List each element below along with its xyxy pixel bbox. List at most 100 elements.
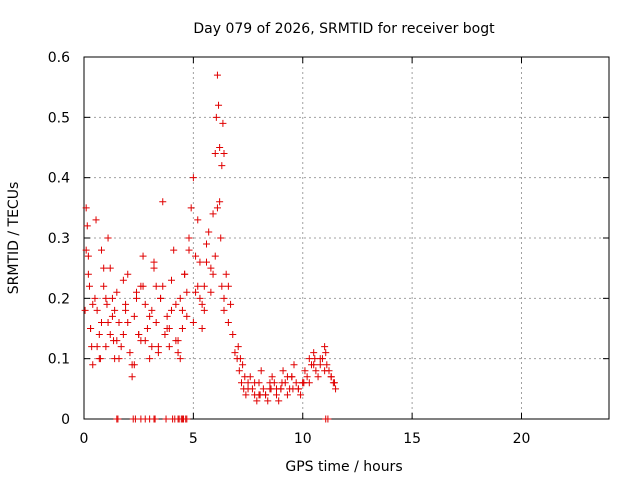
data-point	[196, 258, 204, 266]
data-points	[81, 71, 340, 423]
data-point	[93, 306, 101, 314]
y-axis-label: SRMTID / TECUs	[6, 182, 22, 295]
data-point	[185, 234, 193, 242]
chart-title: Day 079 of 2026, SRMTID for receiver bog…	[193, 21, 495, 37]
data-point	[310, 349, 318, 357]
data-point	[135, 331, 143, 339]
data-point	[216, 144, 224, 151]
data-point	[108, 294, 116, 302]
data-point	[241, 373, 249, 381]
data-point	[332, 385, 340, 393]
data-point	[117, 343, 125, 351]
data-point	[174, 349, 182, 357]
data-point	[222, 270, 230, 278]
data-point	[264, 397, 272, 405]
data-point	[87, 325, 95, 332]
data-point	[327, 373, 335, 381]
data-point	[301, 367, 309, 375]
data-point	[178, 306, 186, 314]
data-point	[104, 318, 112, 326]
data-point	[236, 355, 244, 363]
data-point	[151, 415, 159, 423]
data-point	[218, 282, 226, 290]
data-point	[207, 264, 215, 272]
data-point	[183, 415, 191, 423]
x-tick-label: 5	[189, 431, 198, 447]
data-point	[203, 240, 210, 248]
data-point	[235, 367, 243, 375]
data-point	[278, 379, 286, 387]
data-point	[289, 385, 297, 393]
y-tick-label: 0.6	[48, 50, 70, 66]
data-point	[257, 367, 265, 375]
data-point	[216, 198, 224, 206]
data-point	[268, 373, 276, 381]
x-tick-label: 20	[513, 431, 531, 447]
data-point	[84, 270, 92, 278]
data-point	[213, 71, 221, 79]
data-point	[154, 349, 162, 357]
data-point	[172, 337, 180, 345]
data-point	[143, 325, 151, 332]
data-point	[211, 252, 219, 260]
data-point	[219, 119, 227, 127]
data-point	[119, 331, 127, 339]
data-point	[181, 270, 189, 278]
data-point	[207, 288, 215, 296]
data-point	[148, 343, 156, 351]
data-point	[113, 288, 121, 296]
data-point	[176, 355, 184, 363]
data-point	[183, 288, 191, 296]
data-point	[212, 113, 220, 121]
data-point	[93, 343, 101, 351]
data-point	[290, 361, 298, 369]
data-point	[98, 246, 105, 254]
data-point	[200, 306, 208, 314]
data-point	[231, 349, 239, 357]
data-point	[292, 379, 300, 387]
data-point	[229, 331, 237, 339]
data-point	[83, 222, 91, 230]
data-point	[198, 300, 206, 308]
x-tick-label: 10	[294, 431, 312, 447]
data-point	[126, 349, 134, 357]
data-point	[324, 415, 332, 423]
data-point	[128, 373, 136, 381]
data-point	[209, 210, 217, 218]
data-point	[119, 276, 127, 284]
data-point	[273, 391, 280, 399]
data-point	[330, 379, 338, 387]
data-point	[150, 264, 158, 272]
data-point	[82, 204, 90, 212]
y-tick-label: 0.5	[48, 110, 70, 126]
x-axis-label: GPS time / hours	[285, 459, 402, 475]
data-point	[113, 337, 121, 345]
data-point	[312, 367, 320, 375]
data-point	[122, 306, 130, 314]
data-point	[139, 252, 147, 260]
data-point	[321, 343, 329, 351]
data-point	[89, 361, 97, 369]
data-point	[279, 367, 287, 375]
data-point	[146, 355, 154, 363]
data-point	[200, 282, 208, 290]
data-point	[159, 198, 167, 206]
data-point	[303, 373, 311, 381]
data-point	[170, 246, 178, 254]
data-point	[124, 318, 132, 326]
data-point	[124, 270, 132, 278]
data-point	[213, 204, 221, 212]
data-point	[205, 228, 213, 236]
data-point	[106, 264, 114, 272]
data-point	[242, 391, 250, 399]
data-point	[209, 270, 217, 278]
data-point	[239, 361, 247, 369]
data-point	[321, 367, 329, 375]
data-point	[100, 264, 108, 272]
data-point	[95, 331, 103, 339]
y-tick-label: 0.3	[48, 231, 70, 247]
data-point	[220, 306, 228, 314]
data-point	[92, 216, 100, 224]
data-point	[103, 300, 111, 308]
